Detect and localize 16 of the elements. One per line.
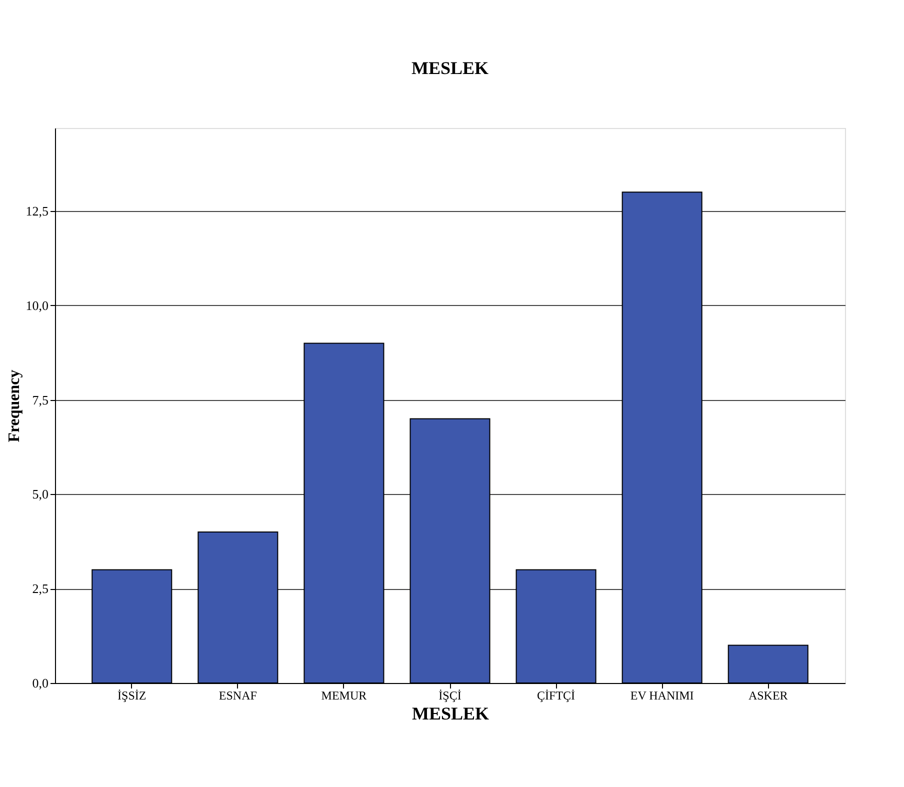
y-tick-label: 0,0 [32, 676, 48, 690]
chart-title: MESLEK [411, 58, 489, 78]
y-tick-label: 10,0 [26, 298, 48, 313]
x-tick-label: EV HANIMI [630, 688, 694, 702]
x-tick-label: ASKER [748, 688, 788, 702]
x-tick-label: İŞSİZ [118, 688, 146, 702]
x-tick-label: ESNAF [218, 688, 258, 702]
y-tick-label: 7,5 [32, 392, 48, 408]
y-tick-label: 5,0 [32, 486, 48, 502]
x-axis-title: MESLEK [412, 704, 490, 724]
x-tick-label: MEMUR [321, 688, 367, 702]
y-tick-label: 2,5 [32, 581, 48, 596]
x-tick-label: İŞÇİ [438, 688, 462, 702]
y-axis-title: Frequency [6, 370, 23, 442]
x-tick-label: ÇİFTÇİ [537, 688, 576, 702]
y-tick-label: 12,5 [26, 204, 48, 219]
